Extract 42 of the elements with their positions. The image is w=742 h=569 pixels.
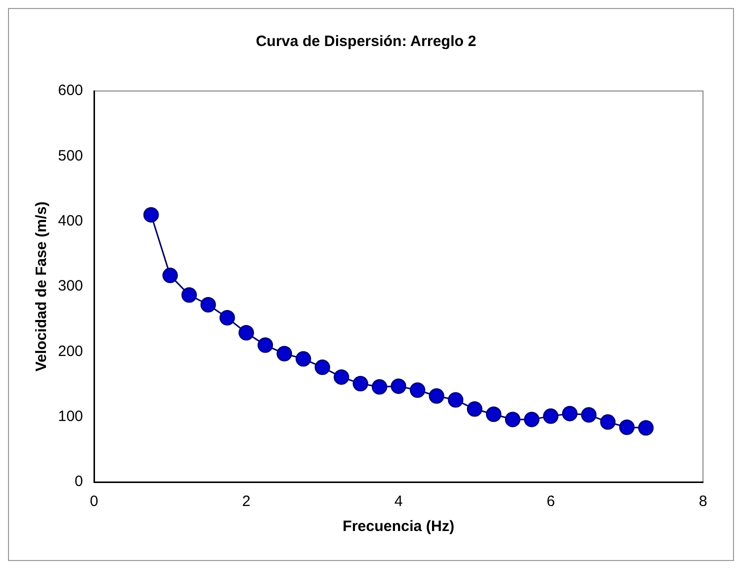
point [352,376,368,392]
x-tick-label: 8 [698,493,708,510]
point [181,287,197,303]
chart-title: Curva de Dispersión: Arreglo 2 [256,33,476,50]
point [600,414,616,430]
x-tick-label: 6 [546,493,555,510]
point [258,337,274,353]
point [296,351,312,367]
x-tick-label: 2 [242,493,250,510]
point [524,412,540,428]
point [486,406,502,422]
point [428,388,444,404]
x-tick-label: 0 [90,493,98,510]
y-tick-label: 600 [58,82,84,100]
point [162,268,178,284]
point [276,346,292,362]
point [238,325,254,341]
y-tick-label: 0 [74,473,84,490]
point [314,360,330,376]
point [619,420,635,436]
point [562,406,578,422]
point [390,378,406,394]
y-tick-label: 500 [58,147,84,164]
y-tick-label: 200 [58,342,84,360]
point [334,369,350,385]
point [410,382,426,398]
x-tick-label: 4 [394,493,403,510]
point [581,407,597,423]
y-tick-label: 100 [58,408,84,425]
point [143,207,159,223]
point [638,420,654,436]
y-tick-label: 400 [58,212,84,230]
x-axis-title: Frecuencia (Hz) [342,518,454,536]
point [448,392,464,408]
y-axis-title: Velocidad de Fase (m/s) [33,201,50,372]
point [200,296,216,312]
point [466,401,482,417]
point [504,412,520,428]
y-tick-label: 300 [58,278,84,295]
point [372,379,388,395]
point [543,408,559,424]
point [219,310,235,326]
